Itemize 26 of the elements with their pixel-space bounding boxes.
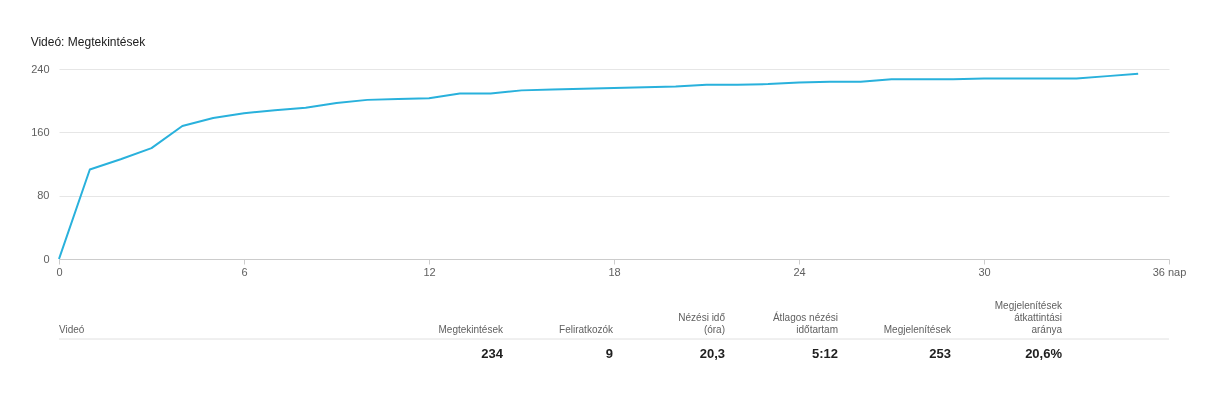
text: Videó — [59, 324, 85, 335]
x-tick-label: 18 — [608, 265, 621, 278]
y-tick-label: 80 — [37, 189, 50, 202]
x-tick-label: 6 — [241, 265, 248, 278]
x-tick-label: 24 — [793, 265, 806, 278]
y-tick-label: 240 — [31, 62, 50, 75]
text: Megjelenítések — [883, 324, 952, 335]
x-tick-label: 36 nap — [1152, 265, 1187, 278]
y-tick-label: 0 — [43, 252, 50, 265]
line-series — [58, 72, 1140, 260]
text: Nézési idő (óra) — [678, 312, 726, 335]
text: Feliratkozók — [559, 324, 614, 335]
text: 20,6% — [1025, 346, 1063, 361]
text: Megjelenítések átkattintási aránya — [994, 300, 1063, 335]
text: 5:12 — [811, 346, 838, 361]
text: Átlagos nézési időtartam — [772, 311, 838, 335]
text: 253 — [929, 346, 951, 361]
y-tick-label: 160 — [31, 125, 50, 138]
chart-title: Videó: Megtekintések — [30, 35, 147, 49]
x-tick-label: 30 — [978, 265, 991, 278]
text: 234 — [481, 346, 504, 361]
text: Megtekintések — [438, 324, 504, 335]
text: 9 — [605, 346, 613, 361]
x-tick-label: 0 — [56, 265, 63, 278]
x-tick-label: 12 — [423, 265, 436, 278]
text: 20,3 — [699, 346, 725, 361]
